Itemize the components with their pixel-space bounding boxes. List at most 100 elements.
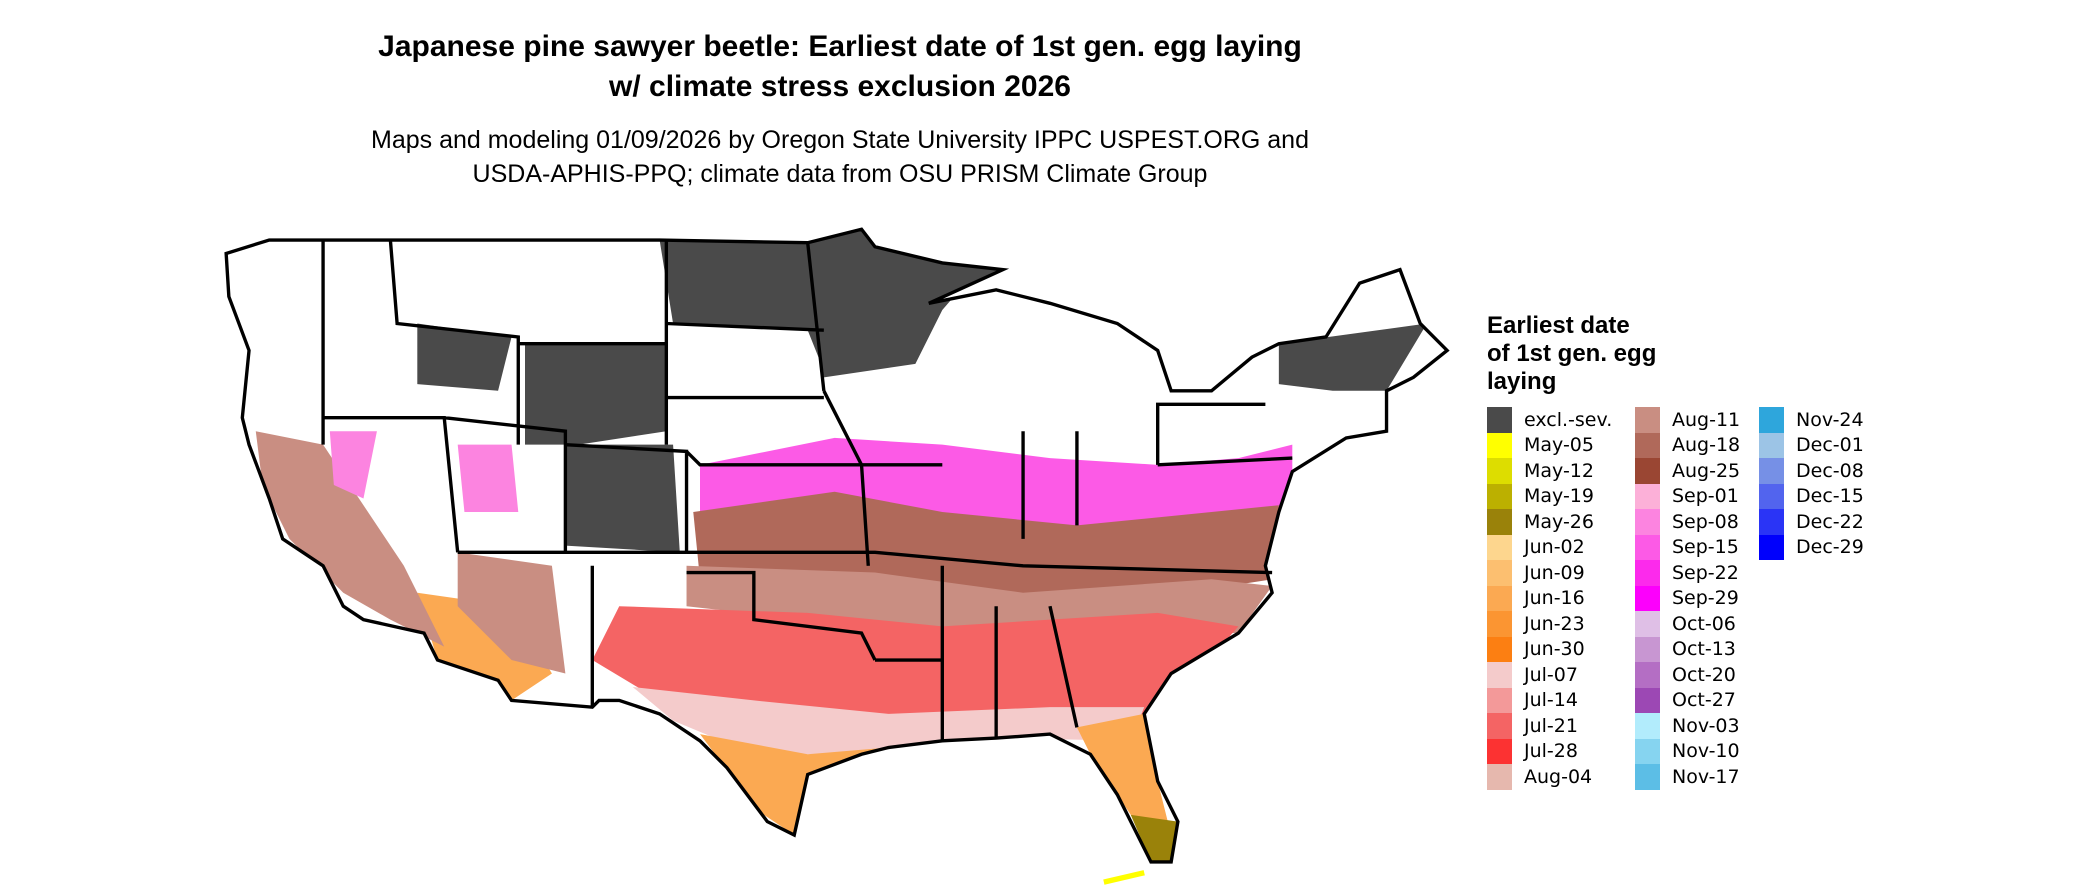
legend-swatch [1487, 713, 1512, 739]
legend-item: Jul-14 [1487, 687, 1612, 713]
legend-label: Nov-24 [1796, 408, 1864, 431]
legend-swatch [1635, 636, 1660, 662]
legend-swatch [1759, 534, 1784, 560]
legend-swatch [1487, 687, 1512, 713]
legend-label: Aug-18 [1672, 434, 1741, 457]
zone-west-aug [255, 431, 566, 674]
legend-label: Dec-15 [1796, 485, 1864, 508]
legend-swatch [1487, 458, 1512, 484]
legend-item: May-12 [1487, 458, 1612, 484]
legend-item: Nov-10 [1635, 738, 1740, 764]
legend-swatch [1635, 560, 1660, 586]
legend-swatch [1487, 534, 1512, 560]
legend-swatch [1635, 713, 1660, 739]
legend-item: Jun-02 [1487, 534, 1612, 560]
legend-item: May-26 [1487, 509, 1612, 535]
legend-swatch [1487, 585, 1512, 611]
legend-title: Earliest date of 1st gen. egg laying [1487, 312, 1656, 396]
legend-swatch [1635, 458, 1660, 484]
legend-item: Jun-23 [1487, 611, 1612, 637]
legend-label: Aug-04 [1524, 765, 1593, 788]
legend-label: Sep-08 [1672, 510, 1739, 533]
legend-label: May-12 [1524, 459, 1594, 482]
map-subtitle-line-1: Maps and modeling 01/09/2026 by Oregon S… [371, 126, 1309, 154]
legend-item: excl.-sev. [1487, 407, 1612, 433]
legend-title-line: laying [1487, 368, 1557, 395]
legend-item: Jun-16 [1487, 585, 1612, 611]
legend-label: Sep-29 [1672, 587, 1739, 610]
legend-column-3: Nov-24 Dec-01 Dec-08 Dec-15 Dec-22 Dec-29 [1759, 407, 1864, 560]
legend-label: May-19 [1524, 485, 1594, 508]
legend-swatch [1487, 407, 1512, 433]
legend-swatch [1759, 458, 1784, 484]
legend-swatch [1487, 432, 1512, 458]
legend-item: Sep-15 [1635, 534, 1740, 560]
legend-item: Dec-01 [1759, 432, 1864, 458]
legend-swatch [1759, 509, 1784, 535]
state-borders [224, 227, 1449, 864]
zone-west-pink [329, 431, 519, 512]
map-title-line-2: w/ climate stress exclusion 2026 [609, 70, 1071, 103]
legend-item: May-19 [1487, 483, 1612, 509]
legend-swatch [1759, 432, 1784, 458]
legend-label: May-05 [1524, 434, 1594, 457]
legend-item: Oct-06 [1635, 611, 1740, 637]
legend-swatch [1487, 611, 1512, 637]
legend-swatch [1487, 636, 1512, 662]
legend-swatch [1635, 662, 1660, 688]
legend-label: Jun-23 [1524, 612, 1585, 635]
legend-label: Jun-16 [1524, 587, 1585, 610]
legend-swatch [1635, 585, 1660, 611]
legend-label: Aug-11 [1672, 408, 1741, 431]
legend-item: Dec-22 [1759, 509, 1864, 535]
legend-label: May-26 [1524, 510, 1594, 533]
legend-item: Oct-20 [1635, 662, 1740, 688]
legend-item: Nov-17 [1635, 764, 1740, 790]
legend-label: Oct-06 [1672, 612, 1736, 635]
legend-swatch [1635, 611, 1660, 637]
legend-item: Jun-30 [1487, 636, 1612, 662]
legend-item: Aug-18 [1635, 432, 1741, 458]
legend-label: Jul-28 [1524, 740, 1578, 763]
florida-keys [1103, 870, 1145, 885]
legend-item: Jul-28 [1487, 738, 1612, 764]
legend-swatch [1635, 432, 1660, 458]
legend-label: Nov-03 [1672, 714, 1740, 737]
legend-title-line: of 1st gen. egg [1487, 340, 1657, 367]
legend-item: Nov-24 [1759, 407, 1864, 433]
legend-label: Jun-30 [1524, 638, 1585, 661]
legend-label: Nov-10 [1672, 740, 1740, 763]
legend-label: Jul-21 [1524, 714, 1578, 737]
map-subtitle-line-2: USDA-APHIS-PPQ; climate data from OSU PR… [472, 160, 1208, 188]
legend-label: Oct-13 [1672, 638, 1736, 661]
zone-may [1130, 814, 1178, 862]
legend-label: Dec-22 [1796, 510, 1864, 533]
legend-item: Nov-03 [1635, 713, 1740, 739]
map-title-line-1: Japanese pine sawyer beetle: Earliest da… [378, 30, 1302, 63]
legend-label: Aug-25 [1672, 459, 1741, 482]
legend-item: Jul-07 [1487, 662, 1612, 688]
legend-swatch [1635, 483, 1660, 509]
legend-label: Sep-15 [1672, 536, 1739, 559]
legend-swatch [1635, 407, 1660, 433]
legend-label: Jul-07 [1524, 663, 1578, 686]
legend-label: Sep-22 [1672, 561, 1739, 584]
legend-swatch [1487, 560, 1512, 586]
legend-swatch [1635, 534, 1660, 560]
legend-label: Nov-17 [1672, 765, 1740, 788]
legend-item: Sep-08 [1635, 509, 1740, 535]
legend-label: Oct-27 [1672, 689, 1736, 712]
legend-item: Oct-27 [1635, 687, 1740, 713]
legend-swatch [1759, 407, 1784, 433]
legend-swatch [1635, 687, 1660, 713]
legend-item: Dec-08 [1759, 458, 1864, 484]
legend-label: Jun-02 [1524, 536, 1585, 559]
legend-column-1: excl.-sev. May-05 May-12 May-19 May-26 Jun-02… [1487, 407, 1612, 790]
legend-title-line: Earliest date [1487, 312, 1630, 339]
legend-item: Aug-25 [1635, 458, 1740, 484]
legend-item: Dec-15 [1759, 483, 1864, 509]
legend-swatch [1759, 483, 1784, 509]
legend-label: Jun-09 [1524, 561, 1585, 584]
legend-swatch [1487, 764, 1512, 790]
